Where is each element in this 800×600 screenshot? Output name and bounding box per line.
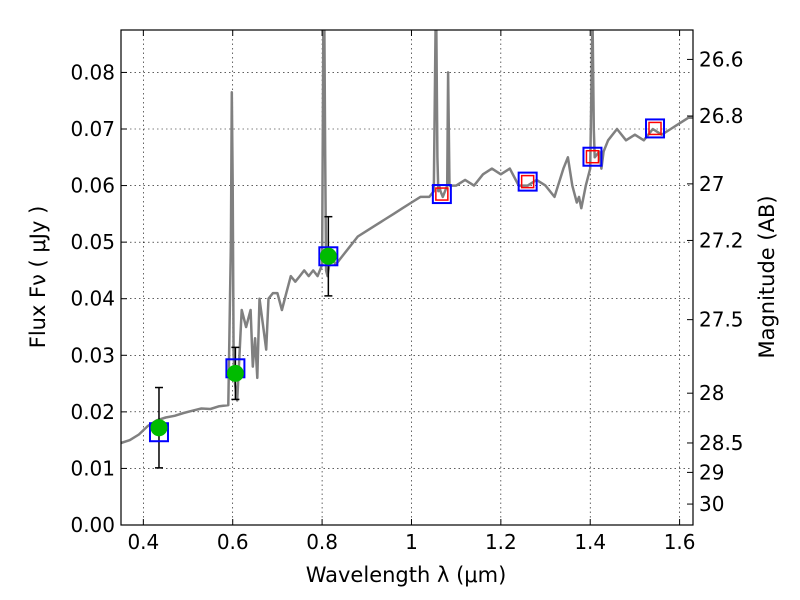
model-square — [318, 246, 339, 267]
y-axis-right-label: Magnitude (AB) — [755, 195, 779, 358]
observed-point — [150, 419, 168, 437]
model-square — [645, 118, 666, 139]
y-right-tick-label: 29 — [699, 460, 724, 484]
grid — [121, 30, 693, 526]
predicted-square — [435, 187, 449, 201]
y-tick-label: 0.02 — [70, 400, 115, 424]
x-tick-label: 1 — [405, 530, 418, 554]
x-tick-label: 0.8 — [306, 530, 338, 554]
y-tick-label: 0.08 — [70, 60, 115, 84]
y-right-tick-label: 30 — [699, 492, 724, 516]
x-tick-label: 0.6 — [217, 530, 249, 554]
y-right-tick-label: 26.8 — [699, 104, 744, 128]
observed-point — [319, 247, 337, 265]
y-right-tick-label: 27 — [699, 172, 724, 196]
observed-point — [226, 364, 244, 382]
x-tick-label: 1.6 — [664, 530, 696, 554]
y-right-tick-label: 28 — [699, 381, 724, 405]
model-square — [431, 184, 452, 205]
x-tick-label: 1.4 — [574, 530, 606, 554]
y-axis-label: Flux Fν ( μJy ) — [26, 206, 50, 349]
model-square — [582, 146, 603, 167]
photometry-points — [148, 118, 666, 469]
plot-frame — [120, 29, 694, 526]
y-tick-label: 0.00 — [70, 513, 115, 537]
spectrum-series — [121, 30, 693, 445]
model-square — [517, 171, 538, 192]
predicted-square — [520, 174, 535, 189]
y-tick-label: 0.01 — [70, 456, 115, 480]
y-tick-label: 0.03 — [70, 343, 115, 367]
y-tick-label: 0.04 — [70, 287, 115, 311]
spectrum-line — [121, 30, 693, 445]
y-right-tick-label: 27.2 — [699, 228, 744, 252]
y-tick-label: 0.06 — [70, 174, 115, 198]
predicted-square — [585, 149, 600, 164]
x-tick-label: 1.2 — [485, 530, 517, 554]
y-tick-label: 0.07 — [70, 117, 115, 141]
x-tick-label: 0.4 — [127, 530, 159, 554]
y-right-tick-label: 27.5 — [699, 308, 744, 332]
axis-ticks: 0.4 0.6 0.8 1 1.2 1.4 1.6 0.00 0.01 0.02 0.03 0.04 0… — [70, 30, 744, 554]
predicted-square — [648, 121, 662, 136]
y-tick-label: 0.05 — [70, 230, 115, 254]
x-axis-label: Wavelength λ (μm) — [306, 563, 507, 587]
y-right-tick-label: 28.5 — [699, 431, 744, 455]
y-right-tick-label: 26.6 — [699, 47, 744, 71]
